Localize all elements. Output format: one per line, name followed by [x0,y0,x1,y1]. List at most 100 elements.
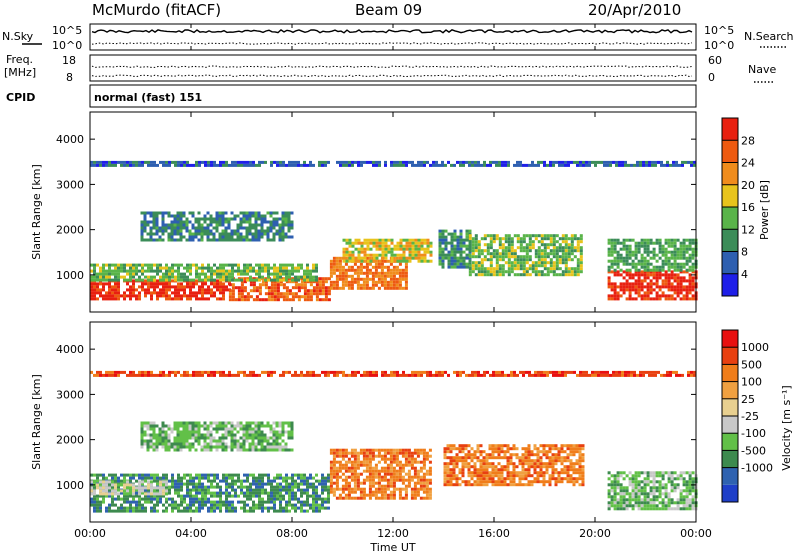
scatter-cell [377,490,381,494]
scatter-cell [480,261,484,265]
scatter-cell [213,476,216,480]
scatter-cell [176,214,180,218]
scatter-cell [426,238,430,242]
scatter-cell [441,241,445,245]
scatter-cell [234,298,238,302]
scatter-cell [248,217,252,221]
scatter-cell [359,463,363,467]
scatter-cell [219,497,222,501]
scatter-cell [216,272,219,276]
scatter-cell [335,460,339,464]
scatter-cell [652,498,656,502]
scatter-cell [204,473,207,477]
scatter-cell [198,491,201,495]
scatter-cell [642,160,645,164]
scatter-cell [429,253,433,257]
scatter-cell [171,263,174,267]
scatter-cell [161,217,165,221]
scatter-cell [111,269,114,273]
scatter-cell [443,474,447,478]
scatter-cell [368,451,372,455]
scatter-cell [360,247,364,251]
scatter-cell [294,473,297,477]
scatter-cell [395,280,399,284]
scatter-cell [366,241,370,245]
scatter-cell [413,487,417,491]
scatter-cell [552,252,556,256]
scatter-cell [243,473,246,477]
scatter-cell [243,277,247,281]
scatter-cell [297,473,300,477]
scatter-cell [126,269,129,273]
scatter-cell [338,496,342,500]
scatter-cell [230,238,234,242]
scatter-cell [338,466,342,470]
scatter-cell [537,240,541,244]
scatter-cell [567,252,571,256]
scatter-cell [315,278,318,282]
scatter-cell [646,495,650,499]
scatter-cell [108,473,111,477]
scatter-cell [195,494,198,498]
scatter-cell [557,480,561,484]
scatter-cell [146,220,150,224]
scatter-cell [245,211,249,215]
scatter-cell [273,503,276,507]
scatter-cell [672,163,675,167]
scatter-cell [670,474,674,478]
scatter-cell [147,278,150,282]
scatter-cell [243,298,247,302]
scatter-cell [581,453,585,457]
scatter-cell [191,211,195,215]
scatter-cell [198,497,201,501]
scatter-cell [243,272,246,276]
scatter-cell [658,238,662,242]
scatter-cell [284,235,288,239]
scatter-cell [306,491,309,495]
scatter-cell [471,267,475,271]
scatter-cell [426,250,430,254]
scatter-cell [294,160,297,164]
scatter-cell [392,493,396,497]
scatter-cell [156,291,159,295]
scatter-cell [640,253,644,257]
scatter-cell [281,238,285,242]
scatter-cell [384,163,387,167]
scatter-cell [140,223,144,227]
scatter-cell [222,503,225,507]
scatter-cell [138,497,141,501]
scatter-cell [634,244,638,248]
scatter-cell [261,479,264,483]
scatter-cell [288,476,291,480]
scatter-cell [479,474,483,478]
scatter-cell [306,485,309,489]
scatter-cell [389,274,393,278]
scatter-cell [227,217,231,221]
scatter-cell [407,457,411,461]
scatter-cell [267,500,270,504]
scatter-cell [377,481,381,485]
scatter-cell [404,496,408,500]
scatter-cell [129,489,132,493]
scatter-cell [527,483,531,487]
scatter-cell [362,280,366,284]
scatter-cell [185,226,189,230]
scatter-cell [201,485,204,489]
scatter-cell [591,160,594,164]
scatter-cell [558,249,562,253]
scatter-cell [607,238,611,242]
scatter-cell [284,217,288,221]
scatter-cell [179,211,183,215]
scatter-cell [108,285,111,289]
scatter-cell [497,453,501,457]
scatter-cell [515,471,519,475]
scatter-cell [363,250,367,254]
scatter-cell [420,256,424,260]
scatter-cell [147,266,150,270]
scatter-cell [563,471,567,475]
scatter-cell [180,272,183,276]
scatter-cell [117,269,120,273]
scatter-cell [123,506,126,510]
scatter-cell [513,252,517,256]
scatter-cell [356,283,360,287]
